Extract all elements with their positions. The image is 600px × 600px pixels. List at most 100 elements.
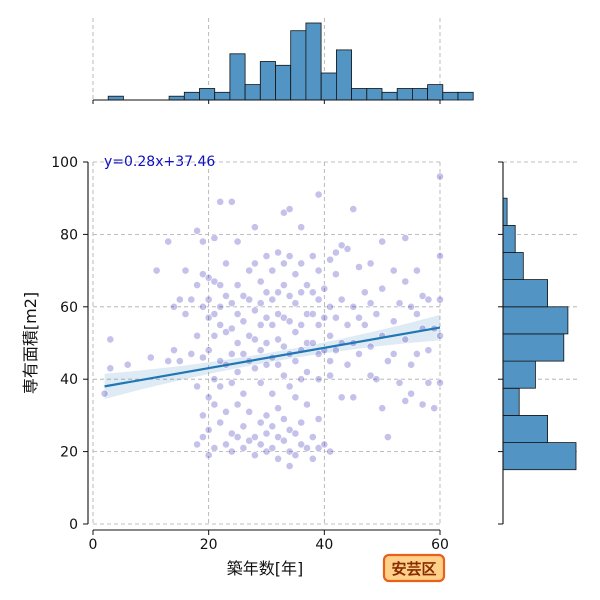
- data-point: [343, 320, 352, 329]
- x-hist-bar: [199, 88, 216, 101]
- x-hist-bar: [229, 53, 246, 101]
- data-point: [331, 313, 340, 322]
- y-marginal-histogram: [498, 161, 580, 525]
- data-point: [170, 346, 178, 355]
- y-tick-label: 100: [51, 155, 78, 171]
- data-point: [245, 436, 254, 445]
- data-point: [401, 396, 410, 405]
- data-point: [187, 349, 196, 358]
- data-point: [268, 389, 277, 398]
- data-point: [279, 415, 288, 423]
- data-point: [198, 237, 207, 246]
- data-point: [268, 444, 277, 452]
- data-point: [436, 331, 444, 340]
- data-point: [314, 190, 323, 199]
- data-point: [216, 281, 225, 289]
- data-point: [326, 331, 334, 340]
- data-point: [314, 349, 323, 358]
- data-point: [106, 364, 115, 373]
- x-tick-label: 40: [315, 537, 333, 553]
- data-point: [314, 375, 323, 384]
- data-point: [279, 208, 288, 217]
- data-point: [407, 360, 415, 369]
- region-badge-box: [382, 553, 446, 583]
- x-hist-bar: [244, 84, 261, 101]
- data-point: [274, 454, 282, 463]
- data-point: [436, 295, 444, 304]
- data-point: [123, 360, 132, 369]
- data-point: [407, 389, 415, 398]
- data-point: [216, 320, 225, 329]
- data-point: [250, 433, 259, 441]
- y-hist-bar: [502, 387, 520, 416]
- data-point: [239, 422, 248, 431]
- data-point: [239, 317, 248, 326]
- data-point: [152, 266, 161, 275]
- data-point: [366, 342, 375, 351]
- region-badge-label: 安芸区: [391, 560, 436, 578]
- data-point: [222, 440, 230, 449]
- data-point: [355, 349, 363, 358]
- x-hist-bar: [427, 84, 444, 101]
- data-point: [164, 357, 173, 365]
- data-point: [210, 277, 219, 286]
- data-point: [181, 310, 190, 318]
- data-point: [222, 259, 230, 268]
- data-point: [181, 266, 190, 275]
- data-point: [372, 310, 381, 318]
- data-point: [268, 295, 277, 304]
- data-point: [401, 277, 410, 286]
- data-point: [250, 451, 259, 460]
- scatter-points: [100, 172, 444, 470]
- data-point: [360, 288, 369, 297]
- data-point: [360, 320, 369, 329]
- data-point: [216, 418, 225, 427]
- data-point: [262, 411, 271, 420]
- data-point: [227, 378, 236, 387]
- data-point: [256, 277, 265, 286]
- data-point: [274, 248, 282, 257]
- x-hist-bar: [320, 72, 337, 101]
- data-point: [303, 310, 311, 318]
- data-point: [285, 291, 294, 300]
- data-point: [227, 324, 236, 333]
- data-point: [204, 346, 213, 355]
- data-point: [227, 349, 236, 358]
- y-hist-bar: [502, 360, 536, 389]
- data-point: [326, 357, 334, 365]
- x-hist-bar: [259, 61, 276, 101]
- data-point: [198, 270, 207, 279]
- data-point: [227, 447, 236, 456]
- data-point: [412, 266, 421, 275]
- data-point: [349, 393, 358, 402]
- data-point: [320, 313, 329, 322]
- data-point: [239, 444, 248, 452]
- y-hist-bar: [502, 252, 524, 281]
- data-point: [314, 444, 323, 452]
- data-point: [198, 411, 207, 420]
- data-point: [291, 357, 300, 365]
- data-point: [210, 400, 219, 409]
- data-point: [210, 375, 219, 384]
- data-point: [193, 226, 201, 235]
- data-point: [285, 447, 294, 456]
- data-point: [424, 378, 433, 387]
- data-point: [326, 371, 334, 380]
- data-point: [204, 393, 213, 402]
- y-hist-bar: [502, 224, 516, 253]
- data-point: [216, 197, 225, 206]
- data-point: [303, 368, 311, 376]
- data-point: [291, 328, 300, 336]
- x-tick-label: 20: [200, 537, 218, 553]
- x-hist-bar: [275, 64, 292, 101]
- data-point: [297, 223, 306, 232]
- x-hist-bar: [183, 91, 200, 101]
- data-point: [337, 393, 346, 402]
- data-point: [303, 400, 311, 409]
- data-point: [378, 237, 387, 246]
- data-point: [349, 302, 358, 311]
- data-point: [256, 418, 265, 427]
- data-point: [164, 237, 173, 246]
- data-point: [245, 266, 254, 275]
- data-point: [239, 291, 248, 300]
